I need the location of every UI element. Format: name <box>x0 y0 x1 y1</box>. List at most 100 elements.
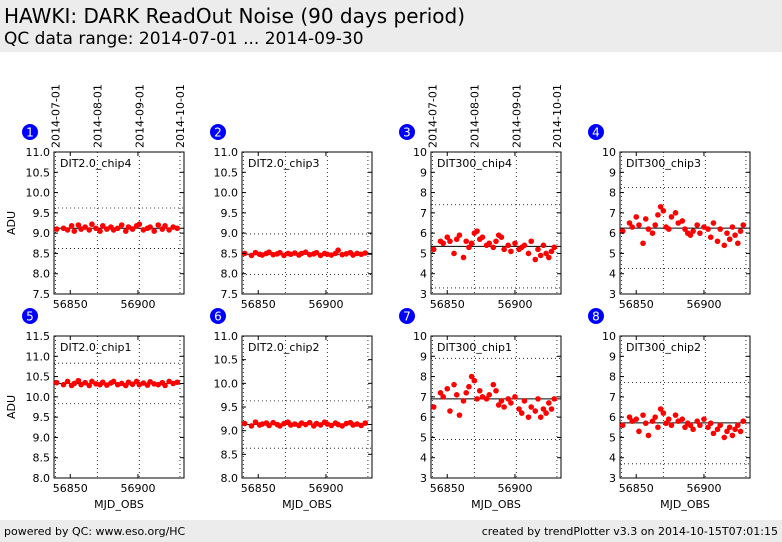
panel-4-point <box>690 228 696 234</box>
panel-3-point <box>447 238 453 245</box>
panel-2-point <box>266 249 272 256</box>
panel-2-point <box>362 250 369 256</box>
footer-bar: powered by QC: www.eso.org/HC created by… <box>0 520 782 542</box>
panel-5-ytick-label: 10.0 <box>26 391 51 404</box>
panel-1-xtick-label: 56850 <box>53 298 88 311</box>
panel-2-ytick-label: 7.5 <box>221 288 239 301</box>
panel-6-point <box>248 423 255 429</box>
panel-6-point <box>358 422 364 429</box>
panel-3-point <box>501 246 507 253</box>
panel-5-number: 5 <box>26 310 34 324</box>
panel-8-point <box>732 426 738 433</box>
panel-3-ytick-label: 10 <box>413 146 427 159</box>
panel-8-ytick-label: 6 <box>609 411 616 424</box>
panel-7-ytick-label: 6 <box>420 411 427 424</box>
panel-3-ytick-label: 6 <box>420 227 427 240</box>
panel-7-point <box>476 387 483 394</box>
panel-6-ytick-label: 8.0 <box>221 472 239 485</box>
panel-7-xtick-label: 56850 <box>430 482 465 495</box>
panel-1-ytick-label: 11.0 <box>26 146 51 159</box>
panel-1-point <box>155 222 162 228</box>
panel-7-point <box>430 404 437 410</box>
panel-8-point <box>682 424 688 431</box>
panel-8-point <box>717 422 724 429</box>
panel-4-point <box>732 232 738 238</box>
panel-4-point <box>726 236 733 243</box>
panel-4-xtick-label: 56900 <box>686 298 721 311</box>
panel-4-point <box>626 220 633 226</box>
panel-8-point <box>705 424 711 431</box>
panel-4-point <box>652 222 659 228</box>
panel-8-point <box>679 416 686 422</box>
panel-4-point <box>707 234 714 240</box>
panel-3-date-label-1: 2014-08-01 <box>468 84 481 148</box>
panel-3-point <box>505 242 511 249</box>
panel-4-point <box>640 240 646 247</box>
panel-3-point <box>440 240 446 247</box>
panel-3-point <box>528 238 535 245</box>
panel-7-point <box>505 396 511 402</box>
panel-2-number: 2 <box>214 126 222 140</box>
panel-6-label: DIT2.0_chip2 <box>248 341 319 354</box>
panel-8-ytick-label: 5 <box>609 431 616 444</box>
panel-4-point <box>687 232 694 238</box>
panel-3-xtick-label: 56900 <box>497 298 532 311</box>
panel-6-point <box>266 422 272 429</box>
panel-7-point <box>516 406 522 412</box>
panel-5-point <box>110 378 117 385</box>
panel-5-frame <box>53 335 185 479</box>
panel-3-point <box>537 252 544 259</box>
panel-8-ytick-label: 3 <box>609 472 616 485</box>
panel-4-number-badge <box>588 124 604 140</box>
panel-8-point <box>652 414 659 420</box>
panel-8-point <box>655 424 661 431</box>
panel-1-label: DIT2.0_chip4 <box>60 157 131 170</box>
panel-1-ytick-label: 9.0 <box>33 227 51 240</box>
panel-1-point <box>136 221 143 228</box>
panel-6-ytick-label: 8.5 <box>221 448 239 461</box>
panel-7-point <box>440 394 446 400</box>
panel-8-point <box>663 420 669 427</box>
panel-3-point <box>444 234 451 240</box>
panel-4-point <box>717 226 724 232</box>
panel-8-point <box>642 420 649 427</box>
panel-8-point <box>690 426 696 433</box>
panel-8-point <box>697 422 703 429</box>
panel-6-point <box>306 419 313 426</box>
panel-4-ytick-label: 9 <box>609 166 616 179</box>
panel-4-point <box>694 222 700 228</box>
panel-4-point <box>714 238 721 245</box>
panel-8-frame <box>619 335 751 479</box>
panel-4-point <box>682 226 688 232</box>
panel-8-point <box>737 428 744 435</box>
panel-7-point <box>466 383 472 390</box>
panel-4-ytick-label: 10 <box>602 146 616 159</box>
panel-1-point <box>97 228 103 234</box>
panel-7-point <box>543 410 549 416</box>
panel-7-number: 7 <box>403 310 411 324</box>
page-subtitle: QC data range: 2014-07-01 ... 2014-09-30 <box>4 29 364 49</box>
panel-6-point <box>317 422 324 428</box>
panel-3-point <box>456 232 463 238</box>
panel-2-ytick-label: 11.0 <box>214 146 239 159</box>
panel-6-ytick-label: 11.0 <box>214 330 239 343</box>
panel-1-point <box>82 224 88 230</box>
panel-3-point <box>474 228 480 234</box>
panel-1-number-badge <box>22 124 38 140</box>
panel-6-point <box>328 422 335 429</box>
panel-1-point <box>147 224 153 230</box>
panel-4-ytick-label: 7 <box>609 207 616 220</box>
panel-2-label: DIT2.0_chip3 <box>248 157 319 170</box>
panel-5-label: DIT2.0_chip1 <box>60 341 131 354</box>
panel-1-ytick-label: 8.0 <box>33 268 51 281</box>
panel-4-point <box>665 226 672 232</box>
panel-8-point <box>701 416 707 422</box>
panel-3-point <box>525 250 532 257</box>
panel-7-point <box>546 400 552 406</box>
panel-3-date-label-3: 2014-10-01 <box>551 84 564 148</box>
panel-8-point <box>640 412 646 418</box>
panel-8-xtick-label: 56900 <box>686 482 721 495</box>
panel-7-point <box>540 406 547 412</box>
panel-1-point <box>166 227 172 233</box>
panel-6-xtick-label: 56900 <box>308 482 343 495</box>
